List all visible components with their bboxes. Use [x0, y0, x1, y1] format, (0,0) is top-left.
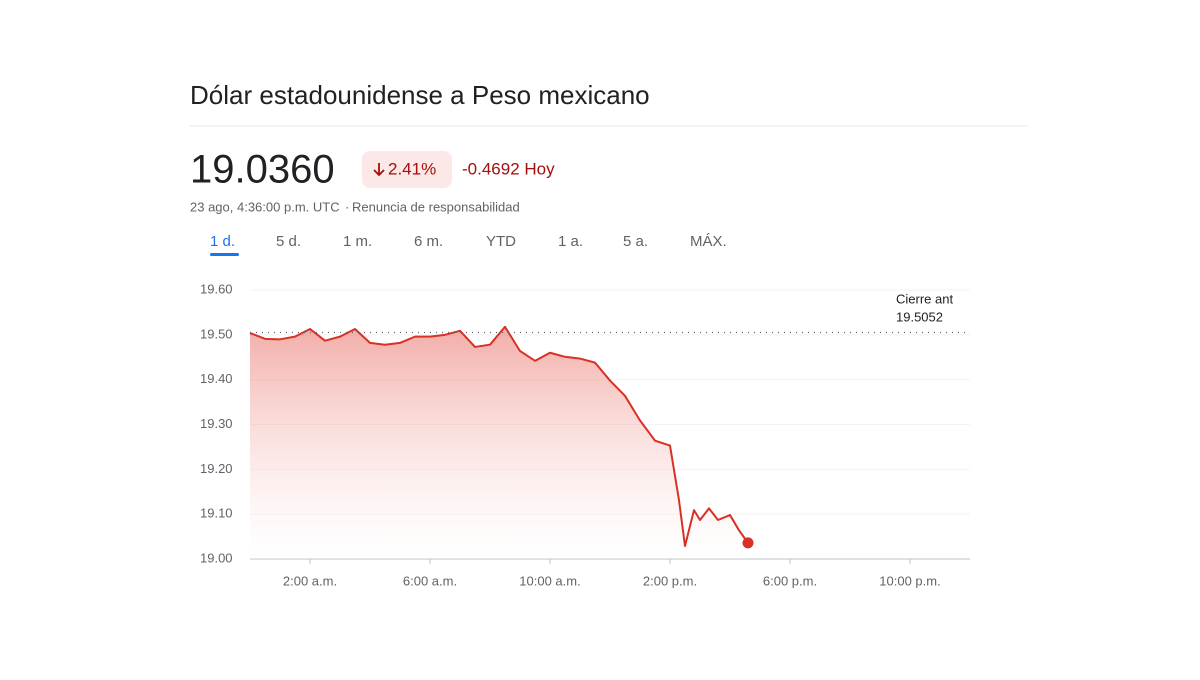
y-tick-label: 19.00 [200, 550, 233, 565]
previous-close-value: 19.5052 [896, 309, 943, 324]
range-tab[interactable]: MÁX. [690, 233, 727, 250]
price: 19.0360 [190, 148, 335, 192]
x-tick-label: 10:00 a.m. [519, 573, 580, 588]
y-tick-label: 19.50 [200, 326, 233, 341]
price-line [249, 325, 749, 547]
active-tab-indicator [210, 253, 239, 256]
x-tick-label: 2:00 a.m. [283, 573, 337, 588]
change-badge [362, 151, 452, 188]
range-tab[interactable]: 5 a. [623, 233, 648, 250]
y-tick-label: 19.30 [200, 416, 233, 431]
title: Dólar estadounidense a Peso mexicano [190, 80, 650, 110]
y-tick-label: 19.10 [200, 506, 233, 521]
down-arrow [373, 163, 385, 177]
y-tick-label: 19.20 [200, 461, 233, 476]
x-tick-label: 6:00 p.m. [763, 573, 817, 588]
range-tab[interactable]: 1 m. [343, 233, 372, 250]
change: -0.4692 Hoy [462, 159, 555, 178]
x-tick-label: 2:00 p.m. [643, 573, 697, 588]
y-tick-label: 19.60 [200, 281, 233, 296]
x-tick-label: 10:00 p.m. [879, 573, 940, 588]
y-tick-label: 19.40 [200, 371, 233, 386]
range-tab[interactable]: 5 d. [276, 233, 301, 250]
range-tab[interactable]: 1 a. [558, 233, 583, 250]
range-tab[interactable]: YTD [486, 233, 516, 250]
disclaimer[interactable]: Renuncia de responsabilidad [352, 199, 520, 214]
change-percent: 2.41% [388, 159, 436, 178]
separator: · [345, 199, 349, 214]
x-tick-label: 6:00 a.m. [403, 573, 457, 588]
area [250, 326, 748, 559]
range-tabs: 1 d. 5 d. 1 m. 6 m. YTD 1 a. 5 a. MÁX. [210, 233, 727, 256]
last-point [742, 537, 754, 549]
chart: 19.00 19.10 19.20 19.30 19.40 19.50 19.60 2:00 … [200, 281, 970, 588]
range-tab[interactable]: 6 m. [414, 233, 443, 250]
range-tab[interactable]: 1 d. [210, 233, 235, 250]
previous-close-label: Cierre ant [896, 291, 953, 306]
timestamp: 23 ago, 4:36:00 p.m. UTC [190, 199, 340, 214]
